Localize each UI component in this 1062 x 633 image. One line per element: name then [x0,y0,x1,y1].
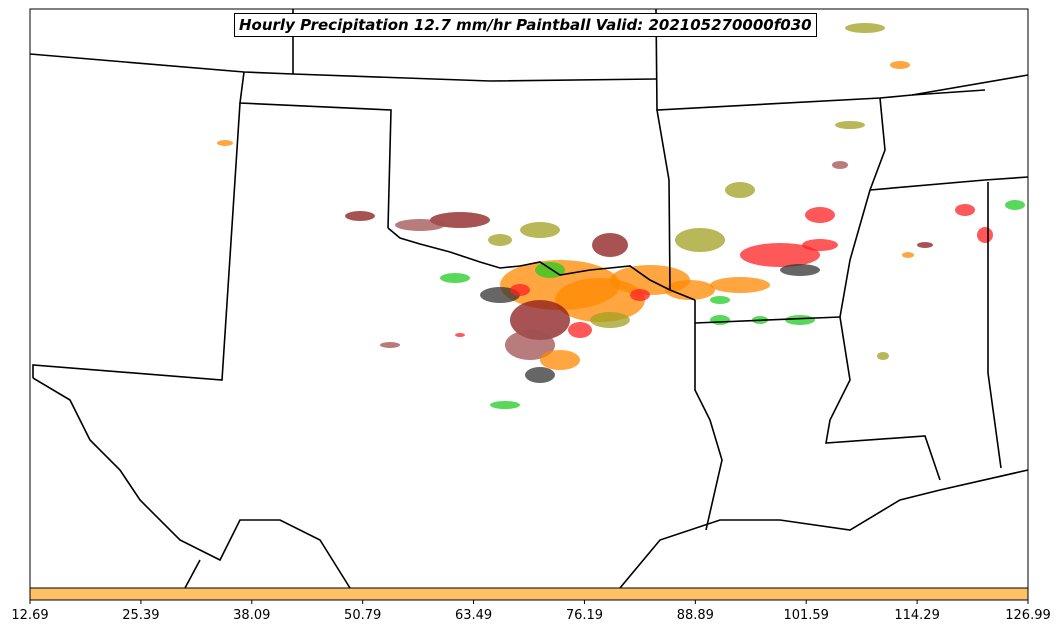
colorbar-ticks [29,600,1029,604]
precip-blob [917,242,933,248]
colorbar-tick-label: 114.29 [894,608,940,623]
colorbar-tick-label: 12.69 [11,608,49,623]
precip-blob [890,61,910,69]
border-line [387,227,696,301]
border-line [184,559,201,589]
border-line [239,71,392,229]
border-line [694,300,723,531]
precip-blob [845,23,885,33]
precip-blob [480,287,520,303]
precip-blob [430,212,490,228]
precip-blob [455,333,465,337]
coastline [619,469,1029,589]
precip-blob [955,204,975,216]
precip-blob [740,243,820,267]
precip-blob [832,161,848,169]
precip-blob [395,219,445,231]
precip-blob [488,234,512,246]
border-line [869,176,1029,191]
colorbar-tick-label: 50.79 [344,608,382,623]
border-line [656,109,671,291]
precip-blob [902,252,914,258]
precip-blob [490,401,520,409]
precip-blob [710,296,730,304]
precip-blob [780,264,820,276]
colorbar-tick-label: 25.39 [122,608,160,623]
precip-blob [630,289,650,301]
colorbar-tick-label: 101.59 [783,608,829,623]
border-line [825,97,941,481]
precip-blob [525,367,555,383]
precip-blob [568,322,592,338]
precip-blob [540,350,580,370]
precip-blob [675,228,725,252]
border-line [32,102,241,381]
map-title: Hourly Precipitation 12.7 mm/hr Paintbal… [234,13,817,37]
colorbar [29,587,1029,601]
precip-blob [665,280,715,300]
precip-blob [510,284,530,296]
precip-blob [505,330,555,360]
precip-blob [710,277,770,293]
precip-blob [877,352,889,360]
colorbar-tick-label: 63.49 [454,608,493,623]
colorbar-tick-label: 126.99 [1005,608,1051,623]
border-line [987,182,1002,469]
precip-blob [725,182,755,198]
precip-blob [510,300,570,340]
precip-blob [802,239,838,251]
border-line [32,377,351,589]
colorbar-tick-label: 88.89 [676,608,714,623]
precip-blob [590,312,630,328]
precip-blob [592,233,628,257]
colorbar-tick-label: 38.09 [233,608,271,623]
precip-blob [345,211,375,221]
precip-blob [977,227,993,243]
precip-blob [805,207,835,223]
precip-blob [440,273,470,283]
border-line [694,316,841,324]
precip-blob [380,342,400,348]
precip-blob [1005,200,1025,210]
state-borders [29,8,1029,589]
colorbar-tick-label: 76.19 [565,608,604,623]
precip-blob [785,315,815,325]
precip-blob [217,140,233,146]
precip-blob [710,315,730,325]
precip-blob [520,222,560,238]
border-line [911,89,986,96]
precip-blob [835,121,865,129]
